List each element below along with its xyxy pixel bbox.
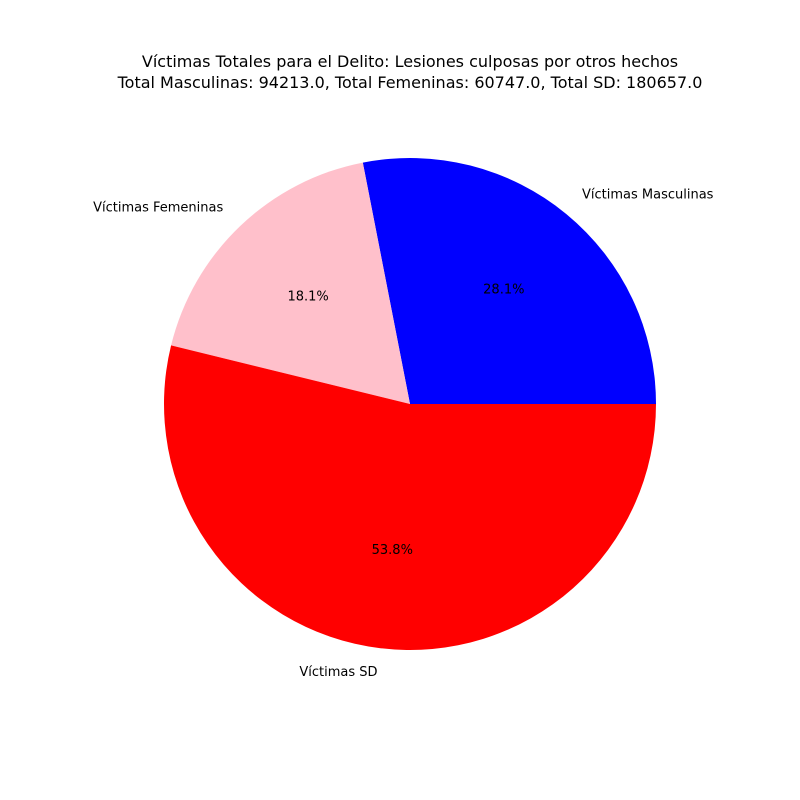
slice-percent-label: 28.1%: [483, 283, 524, 298]
pie-slice: [362, 157, 656, 404]
slice-label: Víctimas SD: [299, 665, 377, 680]
pie-labels: Víctimas Masculinas 28.1% Víctimas Femenin…: [93, 188, 714, 681]
slice-label: Víctimas Masculinas: [582, 188, 714, 203]
pie-slice: [163, 345, 656, 651]
slice-label: Víctimas Femeninas: [93, 201, 223, 216]
pie-slice: [171, 162, 410, 404]
slice-percent-label: 18.1%: [287, 290, 328, 305]
chart-subtitle: Total Masculinas: 94213.0, Total Femenin…: [117, 73, 703, 92]
chart-title: Víctimas Totales para el Delito: Lesione…: [142, 52, 678, 71]
pie-slices: [163, 157, 656, 651]
slice-percent-label: 53.8%: [372, 543, 413, 558]
